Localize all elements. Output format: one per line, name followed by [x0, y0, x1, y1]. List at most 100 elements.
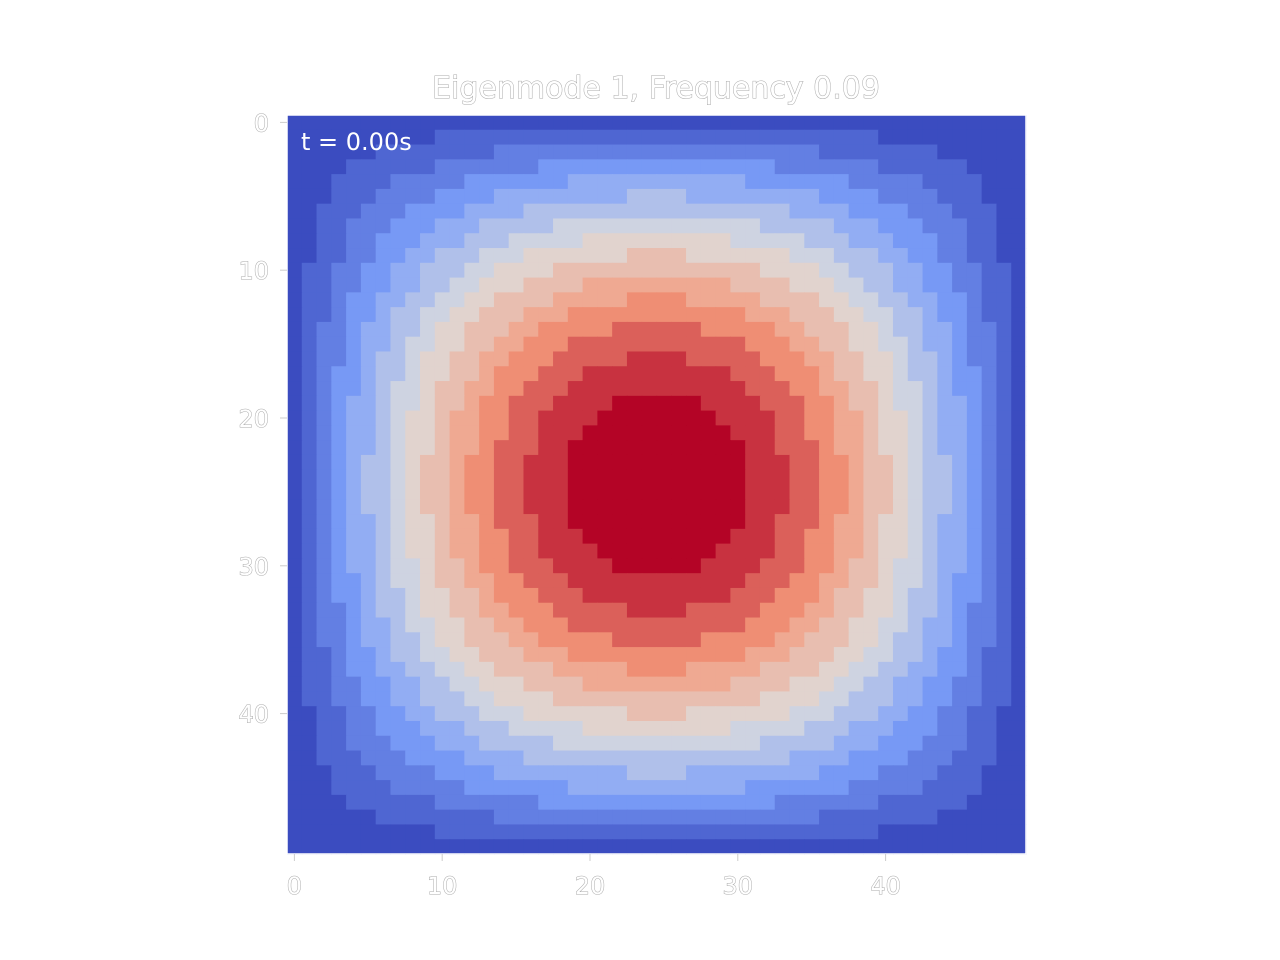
heatmap-cell [833, 750, 850, 766]
heatmap-cell [759, 617, 776, 633]
heatmap-cell [464, 484, 480, 500]
heatmap-cell [508, 381, 525, 397]
heatmap-cell [331, 514, 347, 530]
heatmap-cell [937, 351, 953, 367]
heatmap-cell [996, 425, 1012, 441]
heatmap-cell [878, 410, 894, 426]
heatmap-cell [331, 691, 347, 707]
heatmap-cell [287, 262, 303, 279]
heatmap-cell [656, 558, 672, 574]
heatmap-cell [833, 587, 850, 604]
heatmap-cell [759, 381, 776, 397]
heatmap-cell [464, 617, 480, 633]
heatmap-cell [390, 499, 406, 515]
heatmap-cell [360, 321, 377, 338]
heatmap-cell [833, 129, 850, 146]
heatmap-cell [730, 351, 746, 367]
heatmap-cell [287, 750, 303, 766]
heatmap-cell [626, 602, 643, 619]
heatmap-cell [789, 115, 805, 131]
heatmap-cell [508, 794, 525, 811]
heatmap-cell [612, 735, 628, 752]
heatmap-cell [420, 425, 436, 441]
heatmap-cell [1011, 351, 1027, 367]
heatmap-cell [479, 691, 495, 707]
heatmap-cell [848, 484, 865, 500]
heatmap-cell [671, 115, 687, 131]
heatmap-cell [331, 647, 347, 663]
heatmap-cell [966, 647, 983, 663]
heatmap-cell [597, 336, 613, 353]
heatmap-cell [449, 395, 465, 412]
heatmap-cell [567, 661, 584, 678]
heatmap-cell [612, 514, 628, 530]
heatmap-cell [981, 720, 998, 737]
heatmap-cell [449, 366, 465, 382]
heatmap-cell [715, 528, 731, 545]
heatmap-cell [538, 647, 554, 663]
heatmap-cell [493, 115, 510, 131]
heatmap-cell [863, 188, 879, 205]
heatmap-cell [626, 809, 643, 826]
heatmap-cell [641, 587, 658, 604]
heatmap-cell [538, 780, 554, 796]
heatmap-cell [966, 115, 983, 131]
heatmap-cell [700, 188, 717, 205]
heatmap-cell [848, 307, 865, 323]
heatmap-cell [892, 115, 909, 131]
heatmap-cell [804, 720, 820, 737]
heatmap-cell [553, 454, 569, 471]
heatmap-cell [671, 661, 687, 678]
heatmap-cell [597, 661, 613, 678]
heatmap-cell [907, 691, 924, 707]
heatmap-cell [420, 632, 436, 648]
heatmap-cell [819, 129, 835, 146]
heatmap-cell [405, 469, 421, 486]
heatmap-cell [553, 794, 569, 811]
heatmap-cell [582, 248, 598, 264]
heatmap-cell [449, 809, 465, 826]
heatmap-cell [833, 366, 850, 382]
heatmap-cell [405, 558, 421, 574]
heatmap-cell [582, 676, 598, 693]
heatmap-cell [538, 514, 554, 530]
heatmap-cell [700, 159, 717, 175]
heatmap-cell [405, 691, 421, 707]
heatmap-cell [833, 262, 850, 279]
heatmap-cell [937, 395, 953, 412]
heatmap-cell [287, 307, 303, 323]
heatmap-cell [493, 351, 510, 367]
heatmap-cell [375, 454, 392, 471]
heatmap-cell [479, 661, 495, 678]
heatmap-cell [848, 218, 865, 234]
heatmap-cell [878, 484, 894, 500]
heatmap-cell [612, 159, 628, 175]
heatmap-cell [937, 425, 953, 441]
heatmap-cell [316, 602, 332, 619]
heatmap-cell [981, 159, 998, 175]
heatmap-cell [641, 203, 658, 220]
heatmap-cell [375, 647, 392, 663]
heatmap-cell [449, 129, 465, 146]
heatmap-cell [553, 528, 569, 545]
heatmap-cell [863, 425, 879, 441]
heatmap-cell [597, 587, 613, 604]
heatmap-cell [434, 440, 451, 456]
heatmap-cell [892, 735, 909, 752]
heatmap-cell [833, 824, 850, 840]
heatmap-cell [479, 794, 495, 811]
heatmap-cell [715, 410, 731, 426]
heatmap-cell [730, 469, 746, 486]
heatmap-cell [567, 794, 584, 811]
heatmap-cell [759, 440, 776, 456]
heatmap-cell [730, 336, 746, 353]
heatmap-cell [641, 174, 658, 190]
heatmap-cell [331, 543, 347, 559]
heatmap-cell [907, 381, 924, 397]
heatmap-cell [745, 602, 761, 619]
heatmap-cell [641, 115, 658, 131]
heatmap-cell [523, 321, 539, 338]
heatmap-cell [346, 632, 362, 648]
heatmap-cell [966, 395, 983, 412]
heatmap-cell [420, 336, 436, 353]
